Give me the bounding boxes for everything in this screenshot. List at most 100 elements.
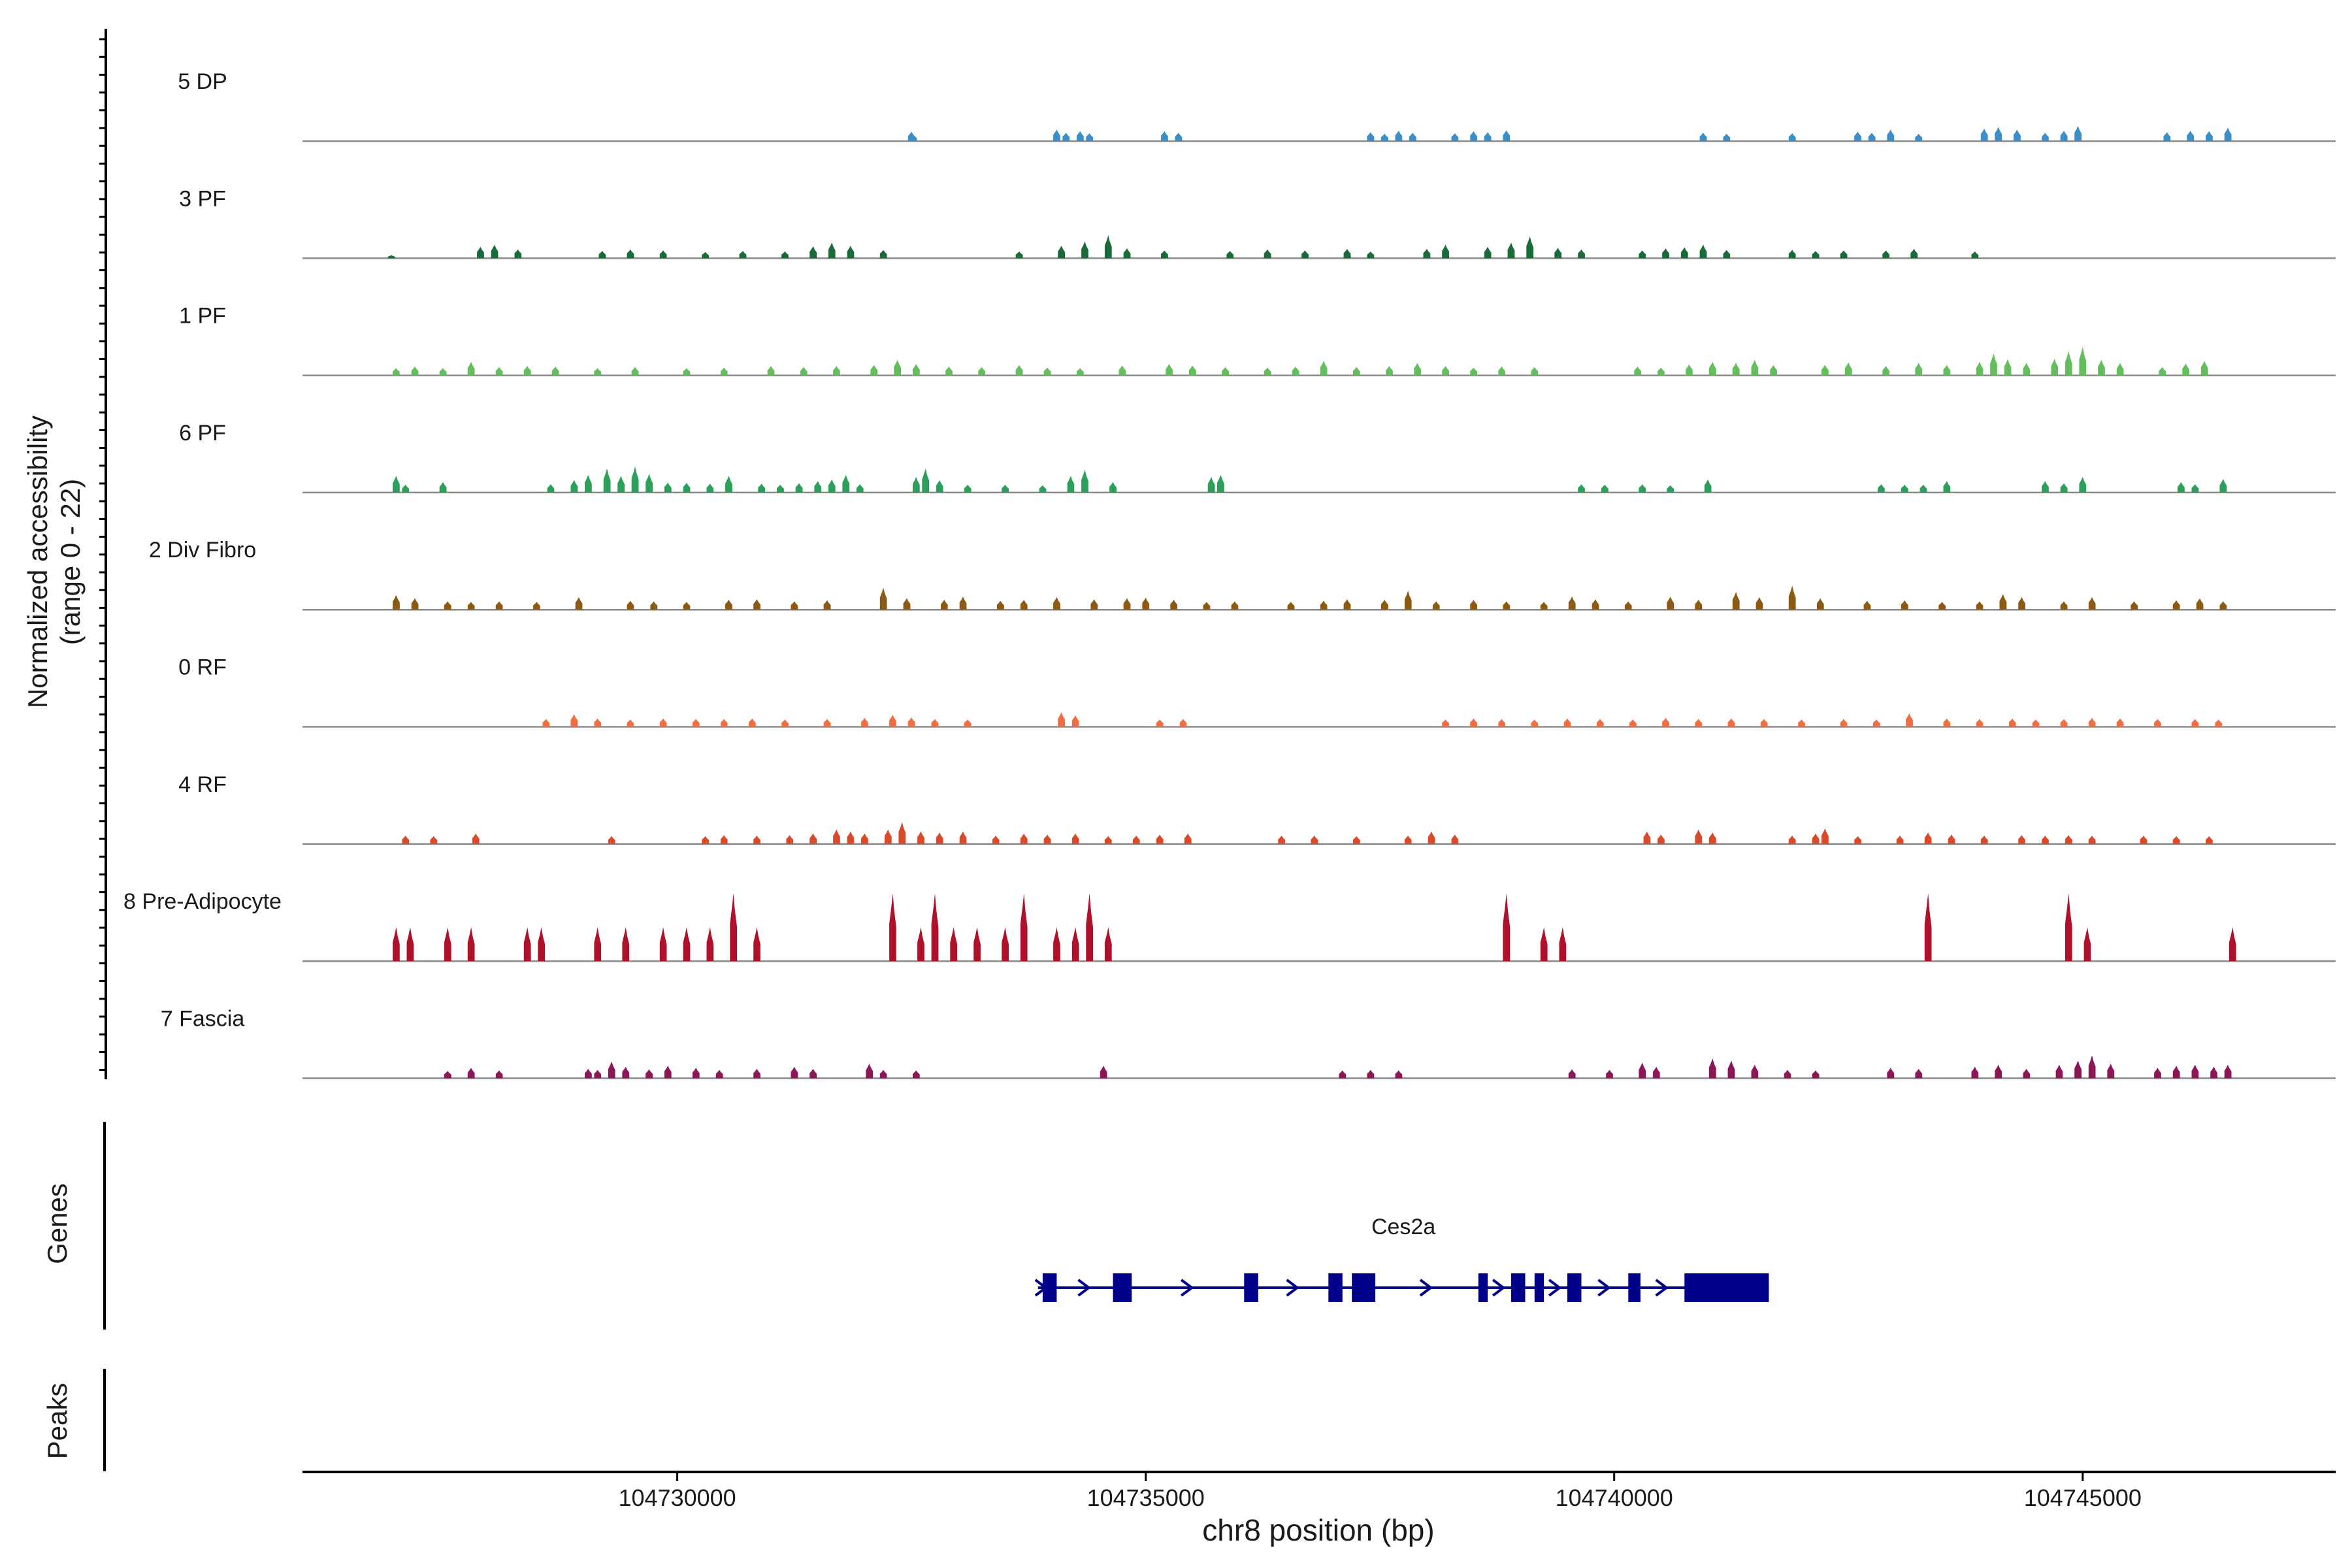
coverage-peak bbox=[477, 246, 484, 259]
coverage-peak bbox=[2116, 718, 2124, 727]
coverage-peak bbox=[664, 482, 672, 493]
coverage-peak bbox=[1222, 367, 1229, 376]
coverage-peak bbox=[1104, 836, 1112, 844]
coverage-peak bbox=[706, 927, 714, 962]
coverage-peak bbox=[1910, 248, 1918, 259]
coverage-peak bbox=[1812, 1070, 1820, 1079]
coverage-peak bbox=[2159, 367, 2166, 376]
coverage-peak bbox=[828, 479, 836, 493]
coverage-peak bbox=[903, 598, 911, 610]
coverage-peak bbox=[1043, 367, 1051, 376]
coverage-peak bbox=[1231, 601, 1239, 610]
coverage-peak bbox=[1995, 1064, 2002, 1079]
coverage-peak bbox=[1451, 834, 1459, 844]
coverage-peak bbox=[1915, 133, 1923, 141]
x-axis-ticks: 104730000 104735000 104740000 104745000 bbox=[618, 1472, 2142, 1511]
coverage-peak bbox=[1788, 836, 1796, 844]
coverage-peak bbox=[809, 833, 817, 844]
coverage-peak bbox=[2206, 131, 2213, 141]
coverage-peak bbox=[2191, 719, 2199, 727]
coverage-peak bbox=[842, 474, 850, 493]
coverage-peak bbox=[964, 719, 972, 727]
coverage-peak bbox=[1667, 485, 1674, 493]
coverage-peak bbox=[594, 1070, 602, 1079]
coverage-peak bbox=[533, 602, 540, 610]
coverage-peak bbox=[833, 366, 840, 376]
coverage-peak bbox=[645, 474, 653, 493]
coverage-peak bbox=[1840, 250, 1848, 259]
track-label: 4 RF bbox=[178, 772, 227, 797]
coverage-peak bbox=[1470, 131, 1477, 141]
coverage-peak bbox=[2088, 836, 2096, 844]
coverage-peak bbox=[1751, 1064, 1759, 1079]
coverage-peak bbox=[1784, 1070, 1791, 1079]
coverage-peak bbox=[922, 468, 930, 493]
coverage-peak bbox=[2178, 482, 2185, 493]
coverage-peak bbox=[627, 249, 634, 259]
coverage-peak bbox=[1658, 367, 1665, 376]
coverage-peak bbox=[1844, 362, 1852, 376]
coverage-peak bbox=[907, 717, 915, 727]
track-2-div-fibro: 2 Div Fibro bbox=[149, 538, 2336, 611]
gene-ces2a: Ces2a bbox=[1034, 1215, 1769, 1302]
coverage-peak bbox=[1002, 484, 1009, 493]
coverage-peak bbox=[1123, 598, 1131, 610]
coverage-peak bbox=[777, 484, 784, 493]
x-tick-label: 104745000 bbox=[2024, 1484, 2142, 1511]
coverage-peak bbox=[1896, 836, 1904, 844]
coverage-peak bbox=[1798, 719, 1805, 727]
coverage-peak bbox=[1104, 235, 1112, 259]
coverage-peak bbox=[1470, 600, 1477, 610]
coverage-peak bbox=[1887, 129, 1895, 141]
coverage-peak bbox=[913, 1070, 920, 1079]
coverage-peak bbox=[2042, 481, 2049, 493]
coverage-peak bbox=[1559, 927, 1567, 962]
coverage-peak bbox=[402, 836, 410, 844]
coverage-peak bbox=[823, 719, 831, 727]
coverage-peak bbox=[683, 602, 691, 610]
coverage-peak bbox=[1915, 363, 1923, 376]
coverage-peak bbox=[1161, 250, 1168, 259]
coverage-peak bbox=[439, 368, 447, 376]
coverage-peak bbox=[1343, 599, 1351, 610]
coverage-peak bbox=[551, 367, 559, 376]
coverage-peak bbox=[721, 719, 728, 727]
coverage-peak bbox=[495, 367, 503, 376]
coverage-peak bbox=[1404, 591, 1412, 610]
coverage-peak bbox=[1503, 893, 1511, 962]
peaks-track-label: Peaks bbox=[42, 1383, 73, 1460]
coverage-peak bbox=[1652, 1066, 1660, 1079]
coverage-peak bbox=[1901, 600, 1908, 610]
coverage-peak bbox=[1015, 365, 1023, 376]
coverage-peak bbox=[430, 836, 438, 844]
coverage-peak bbox=[879, 1070, 887, 1079]
coverage-peak bbox=[1071, 715, 1079, 727]
coverage-peak bbox=[786, 835, 794, 844]
coverage-peak bbox=[523, 366, 531, 376]
coverage-peak bbox=[753, 927, 760, 962]
coverage-peak bbox=[1770, 365, 1777, 376]
coverage-peak bbox=[2074, 125, 2082, 141]
coverage-peak bbox=[870, 365, 878, 376]
coverage-peak bbox=[1971, 251, 1979, 259]
coverage-peak bbox=[997, 600, 1004, 610]
coverage-peak bbox=[1643, 831, 1651, 844]
coverage-peak bbox=[1708, 1058, 1716, 1079]
coverage-peak bbox=[1699, 133, 1707, 141]
coverage-peak bbox=[1081, 241, 1088, 259]
coverage-peak bbox=[1264, 367, 1271, 376]
coverage-peak bbox=[1353, 836, 1360, 844]
coverage-peak bbox=[2065, 893, 2072, 962]
genes-track: Ces2a bbox=[1034, 1215, 1769, 1302]
coverage-peak bbox=[1658, 834, 1665, 844]
coverage-peak bbox=[1189, 365, 1196, 376]
coverage-peak bbox=[1980, 836, 1988, 844]
coverage-peak bbox=[2060, 483, 2068, 493]
coverage-peak bbox=[1788, 585, 1796, 610]
coverage-peak bbox=[1226, 251, 1234, 259]
coverage-peak bbox=[523, 927, 531, 962]
coverage-peak bbox=[1142, 597, 1150, 610]
coverage-peak bbox=[1686, 364, 1693, 376]
coverage-peak bbox=[941, 600, 948, 610]
coverage-peak bbox=[402, 484, 410, 493]
